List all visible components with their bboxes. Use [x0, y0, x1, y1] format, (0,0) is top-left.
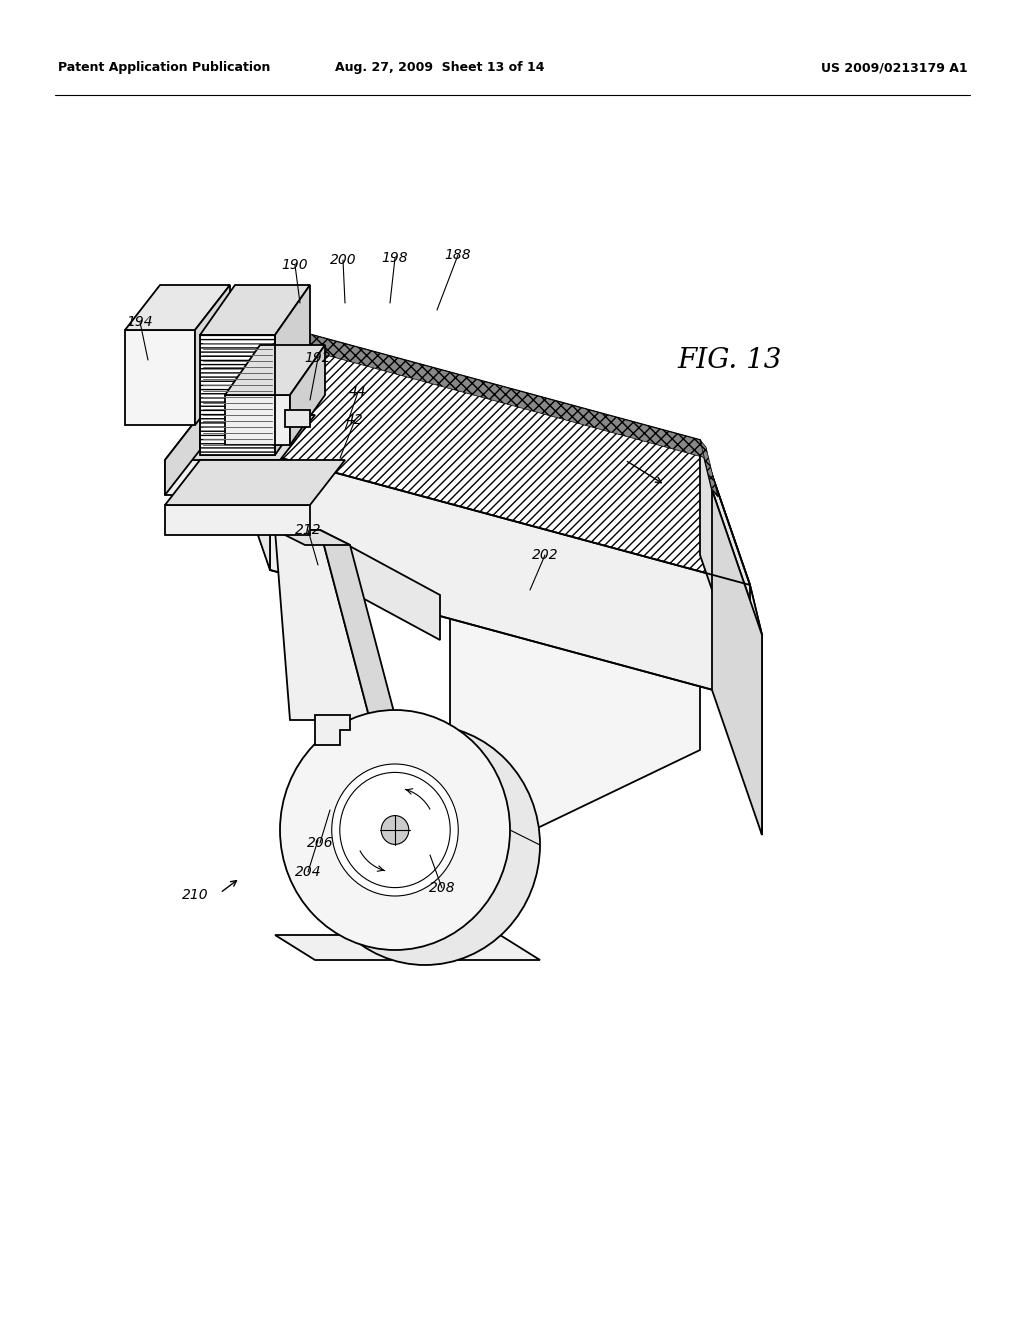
Text: 202: 202 — [531, 548, 558, 562]
Text: 208: 208 — [429, 880, 456, 895]
Polygon shape — [195, 285, 230, 425]
Text: 42: 42 — [346, 413, 364, 426]
Polygon shape — [700, 440, 718, 498]
Text: 194: 194 — [127, 315, 154, 329]
Polygon shape — [125, 285, 230, 330]
Polygon shape — [165, 459, 280, 495]
Polygon shape — [165, 459, 345, 506]
Polygon shape — [165, 414, 200, 495]
Polygon shape — [220, 310, 706, 458]
Polygon shape — [275, 531, 370, 719]
Polygon shape — [712, 490, 762, 836]
Polygon shape — [220, 310, 750, 585]
Ellipse shape — [310, 725, 540, 965]
Polygon shape — [285, 411, 310, 426]
Polygon shape — [225, 345, 325, 395]
Text: US 2009/0213179 A1: US 2009/0213179 A1 — [821, 62, 968, 74]
Text: FIG. 13: FIG. 13 — [678, 346, 782, 374]
Polygon shape — [165, 506, 310, 535]
Polygon shape — [319, 531, 440, 640]
Text: Aug. 27, 2009  Sheet 13 of 14: Aug. 27, 2009 Sheet 13 of 14 — [335, 62, 545, 74]
Ellipse shape — [280, 710, 510, 950]
Polygon shape — [220, 310, 270, 570]
Polygon shape — [200, 335, 275, 455]
Text: 198: 198 — [382, 251, 409, 265]
Polygon shape — [165, 414, 315, 459]
Text: 204: 204 — [295, 865, 322, 879]
Text: 192: 192 — [305, 351, 332, 366]
Polygon shape — [125, 330, 195, 425]
Polygon shape — [750, 585, 762, 836]
Text: 210: 210 — [181, 888, 208, 902]
Text: 206: 206 — [306, 836, 334, 850]
Polygon shape — [275, 285, 310, 455]
Polygon shape — [275, 935, 540, 960]
Polygon shape — [275, 531, 350, 545]
Polygon shape — [319, 531, 400, 735]
Text: 188: 188 — [444, 248, 471, 261]
Polygon shape — [700, 440, 762, 635]
Text: Patent Application Publication: Patent Application Publication — [58, 62, 270, 74]
Text: 44: 44 — [349, 385, 367, 399]
Polygon shape — [700, 440, 750, 700]
Text: 200: 200 — [330, 253, 356, 267]
Ellipse shape — [332, 764, 459, 896]
Polygon shape — [315, 715, 350, 744]
Polygon shape — [200, 285, 310, 335]
Text: 190: 190 — [282, 257, 308, 272]
Text: 212: 212 — [295, 523, 322, 537]
Polygon shape — [290, 345, 325, 445]
Ellipse shape — [381, 816, 409, 845]
Polygon shape — [270, 455, 750, 700]
Ellipse shape — [340, 772, 451, 887]
Polygon shape — [450, 440, 700, 870]
Polygon shape — [225, 395, 290, 445]
